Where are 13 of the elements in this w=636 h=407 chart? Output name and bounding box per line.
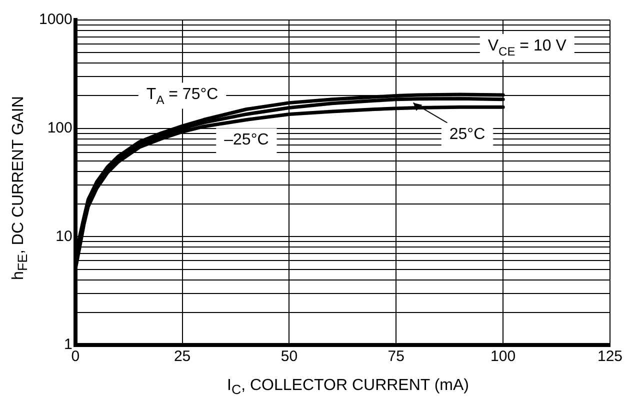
x-tick-label: 50 bbox=[280, 348, 298, 366]
y-tick-label: 10 bbox=[56, 228, 72, 245]
annotation: –25°C bbox=[224, 132, 269, 149]
y-tick-label: 1 bbox=[64, 336, 72, 354]
annotation: 25°C bbox=[449, 126, 486, 144]
x-axis-title: I$_{C}$, COLLECTOR CURRENT (mA) bbox=[226, 376, 470, 397]
x-tick-label: 100 bbox=[490, 348, 516, 366]
x-tick-label: 125 bbox=[597, 348, 623, 366]
x-tick-label: 0 bbox=[71, 348, 80, 366]
y-tick-label: 100 bbox=[47, 119, 72, 136]
y-tick-label: 1000 bbox=[38, 11, 72, 28]
x-tick-label: 25 bbox=[174, 348, 191, 366]
x-tick-label: 75 bbox=[388, 348, 404, 366]
